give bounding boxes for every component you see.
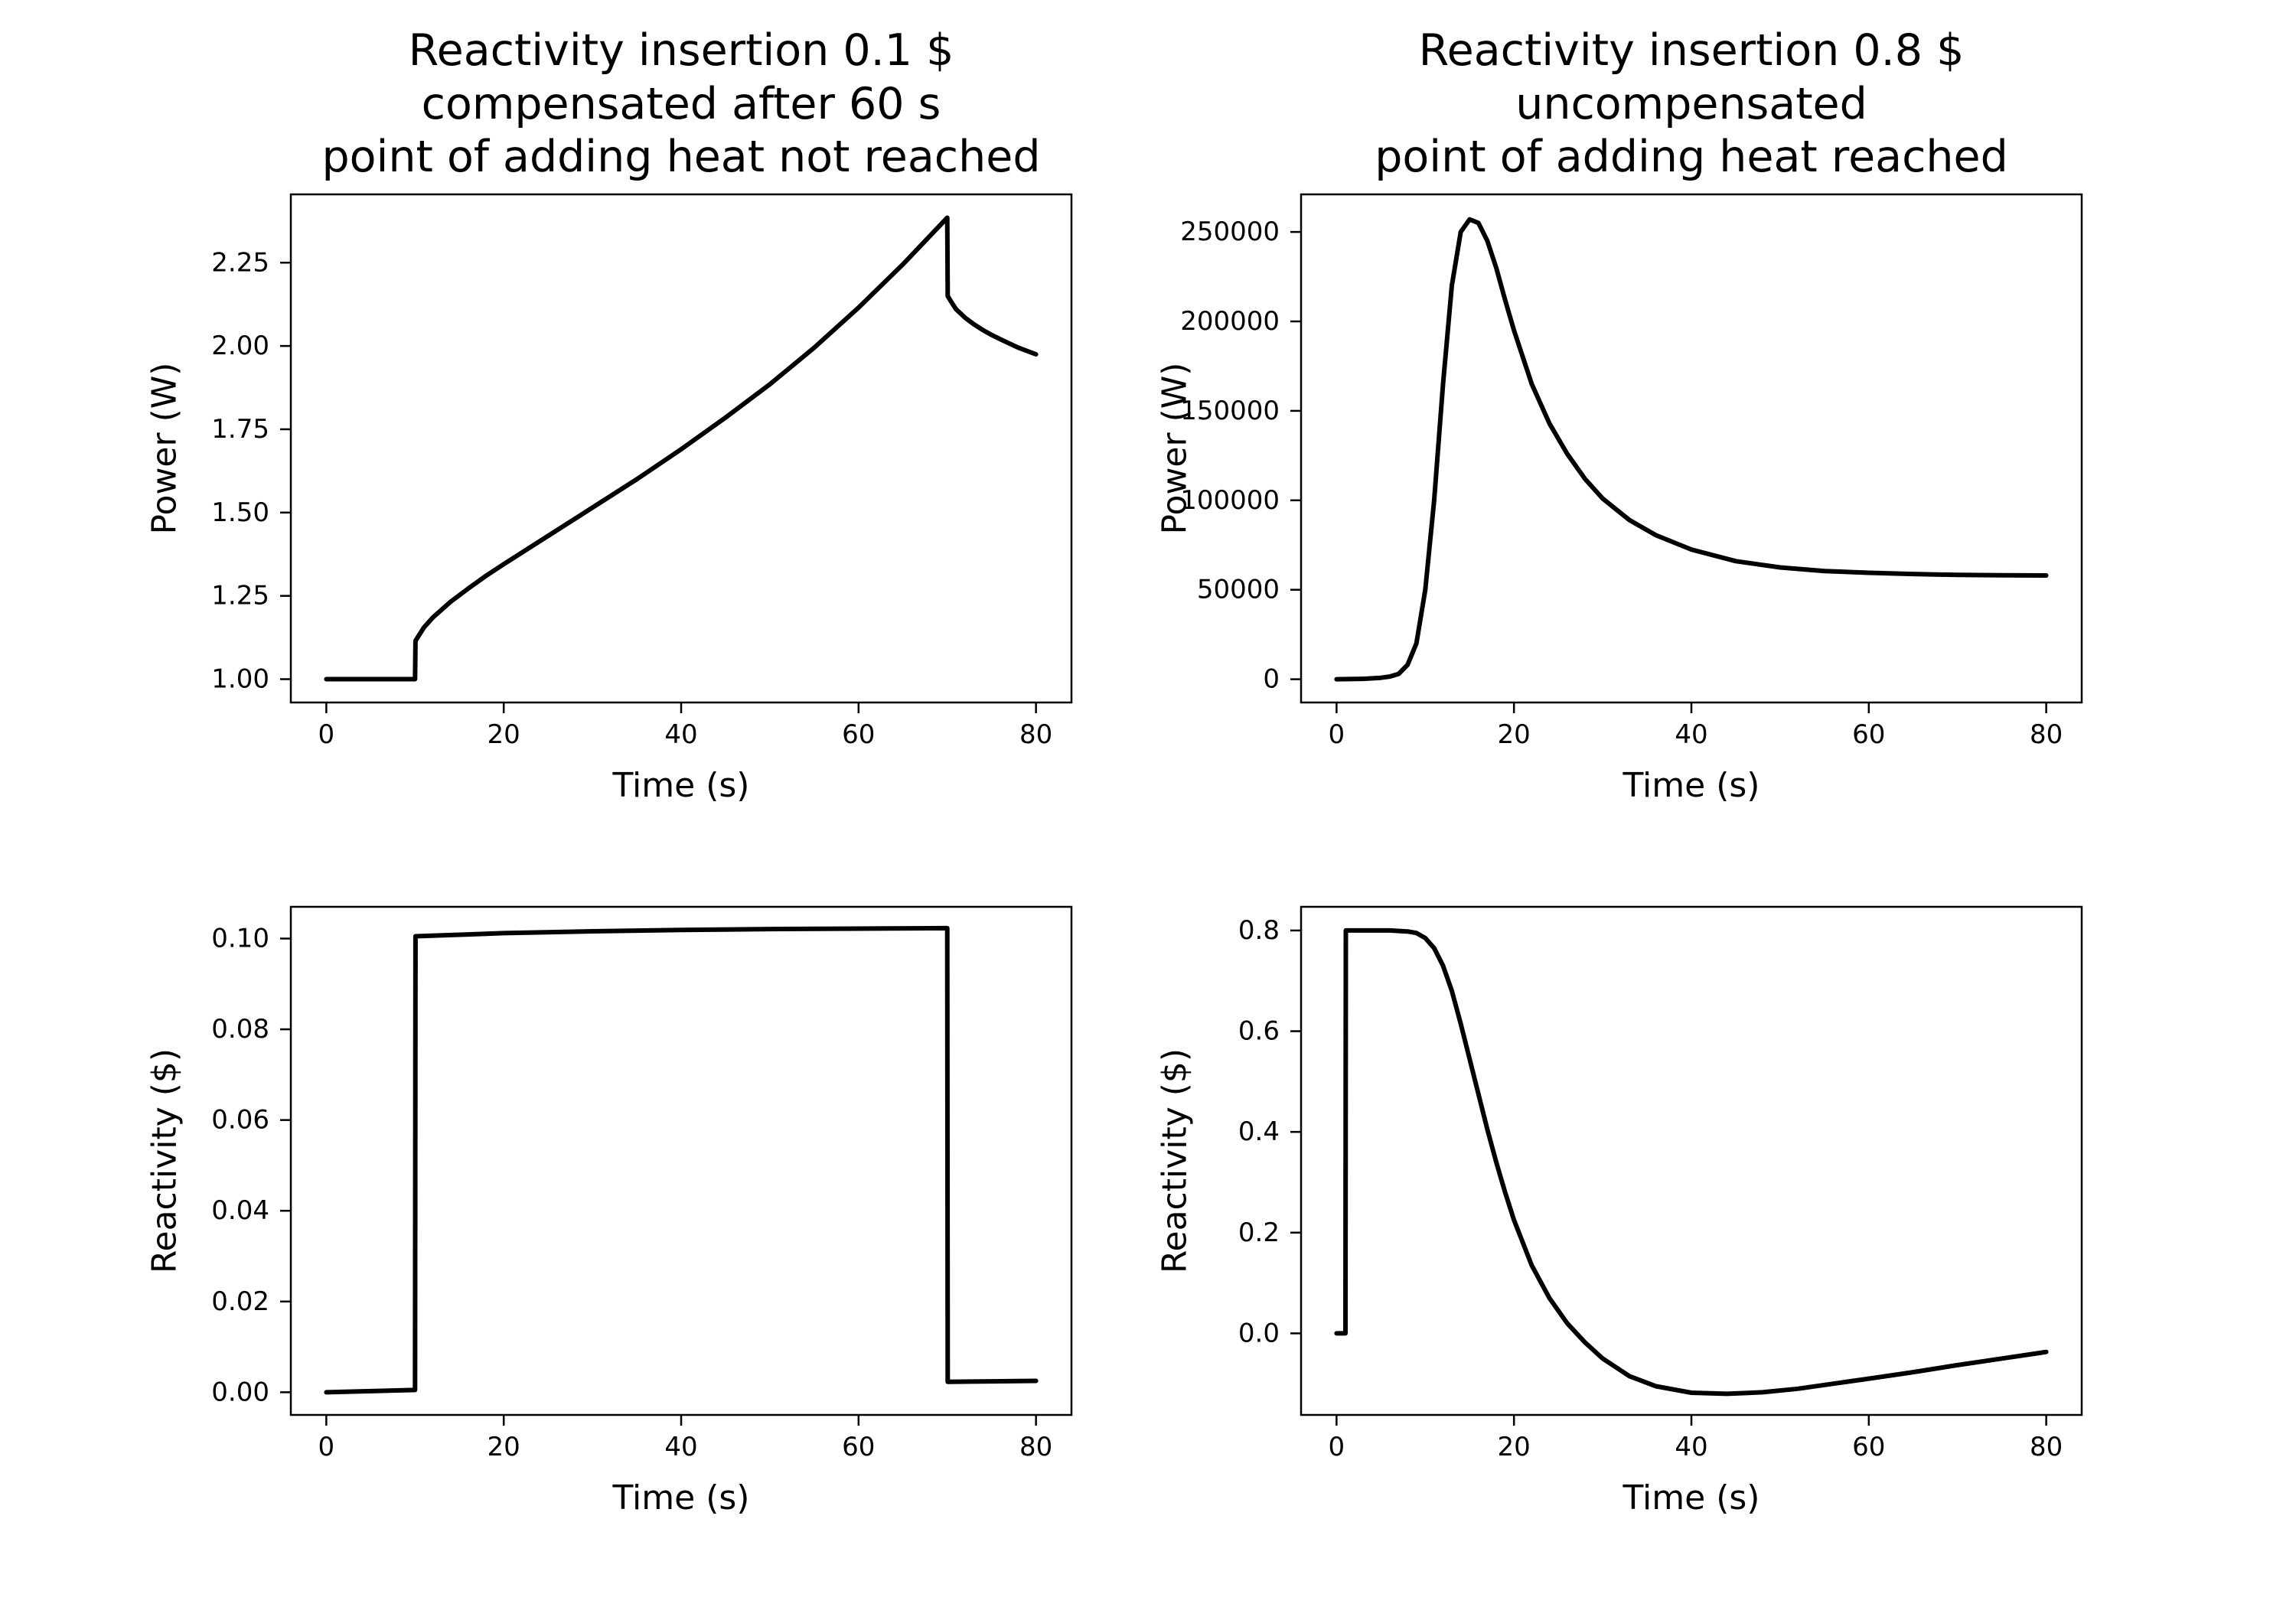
x-tick-label: 0 (318, 1432, 335, 1462)
title-line: Reactivity insertion 0.1 $ (409, 25, 954, 76)
y-axis-label: Reactivity ($) (1156, 1048, 1195, 1273)
x-tick-label: 80 (2030, 719, 2063, 750)
power-plot-0p8: Reactivity insertion 0.8 $ uncompensated… (1156, 25, 2083, 805)
y-axis-label: Reactivity ($) (145, 1048, 184, 1273)
y-tick-label: 1.00 (211, 664, 269, 695)
y-tick-label: 50000 (1197, 575, 1280, 605)
x-tick-label: 20 (488, 719, 520, 750)
y-tick-label: 0.4 (1238, 1116, 1280, 1147)
x-axis-label: Time (s) (612, 766, 750, 805)
y-tick-label: 0.04 (211, 1195, 269, 1226)
x-tick-label: 80 (2030, 1432, 2063, 1462)
series-line (1334, 217, 2049, 682)
reactivity-plot-0p8: 0 20 40 60 80 0.0 0.2 0.4 0.6 0.8 Time (s) Reacti… (1156, 905, 2083, 1517)
marks-layer: 0 20 40 60 80 1.00 1.25 1.50 1.75 2.00 2.25 (211, 215, 1052, 750)
y-axis-label: Power (W) (1156, 363, 1195, 535)
series-line (1334, 927, 2049, 1397)
x-tick-label: 20 (488, 1432, 520, 1462)
y-tick-label: 200000 (1180, 306, 1280, 337)
y-tick-label: 0.08 (211, 1014, 269, 1045)
x-axis-label: Time (s) (612, 1478, 750, 1517)
x-tick-label: 40 (664, 719, 697, 750)
x-tick-label: 0 (318, 719, 335, 750)
y-tick-label: 1.50 (211, 497, 269, 528)
x-tick-label: 60 (842, 1432, 875, 1462)
x-axis-label: Time (s) (1623, 1478, 1760, 1517)
plot-title: Reactivity insertion 0.1 $ compensated a… (321, 25, 1040, 182)
axes-frame (289, 193, 1073, 704)
axes-frame (289, 905, 1073, 1416)
marks-layer: 0 20 40 60 80 0.00 0.02 0.04 0.06 0.08 0.10 (211, 924, 1052, 1463)
y-tick-label: 150000 (1180, 396, 1280, 426)
y-tick-label: 0.8 (1238, 915, 1280, 946)
title-line: point of adding heat reached (1375, 132, 2008, 182)
series-line (324, 925, 1039, 1395)
y-tick-label: 250000 (1180, 217, 1280, 247)
x-tick-label: 20 (1498, 1432, 1531, 1462)
title-line: compensated after 60 s (422, 79, 941, 129)
x-tick-label: 80 (1019, 1432, 1052, 1462)
x-tick-label: 40 (1675, 1432, 1707, 1462)
marks-layer: 0 20 40 60 80 0.0 0.2 0.4 0.6 0.8 (1238, 915, 2063, 1462)
x-tick-label: 40 (664, 1432, 697, 1462)
y-tick-label: 0.00 (211, 1377, 269, 1407)
x-tick-label: 60 (1852, 719, 1885, 750)
title-line: Reactivity insertion 0.8 $ (1419, 25, 1965, 76)
axes-frame (1300, 905, 2083, 1416)
marks-layer: 0 20 40 60 80 0 50000 100000 150000 200000 250000 (1180, 217, 2063, 750)
y-tick-label: 0.02 (211, 1286, 269, 1317)
title-line: point of adding heat not reached (321, 132, 1040, 182)
reactivity-plot-0p1: 0 20 40 60 80 0.00 0.02 0.04 0.06 0.08 0.10 Time (… (145, 905, 1073, 1517)
y-tick-label: 2.00 (211, 331, 269, 361)
y-tick-label: 0.6 (1238, 1016, 1280, 1047)
y-tick-label: 0 (1263, 664, 1280, 695)
y-tick-label: 0.2 (1238, 1217, 1280, 1248)
y-tick-label: 0.0 (1238, 1318, 1280, 1348)
x-tick-label: 60 (842, 719, 875, 750)
y-tick-label: 0.06 (211, 1105, 269, 1136)
y-tick-label: 100000 (1180, 485, 1280, 516)
title-line: uncompensated (1515, 79, 1867, 129)
x-axis-label: Time (s) (1623, 766, 1760, 805)
y-tick-label: 1.75 (211, 414, 269, 445)
series-line (324, 215, 1039, 682)
y-tick-label: 2.25 (211, 247, 269, 278)
x-tick-label: 20 (1498, 719, 1531, 750)
y-tick-label: 0.10 (211, 924, 269, 954)
y-tick-label: 1.25 (211, 581, 269, 611)
axes-frame (1300, 193, 2083, 704)
x-tick-label: 0 (1329, 719, 1345, 750)
power-plot-0p1: Reactivity insertion 0.1 $ compensated a… (145, 25, 1073, 805)
y-axis-label: Power (W) (145, 363, 184, 535)
x-tick-label: 40 (1675, 719, 1707, 750)
x-tick-label: 0 (1329, 1432, 1345, 1462)
x-tick-label: 60 (1852, 1432, 1885, 1462)
x-tick-label: 80 (1019, 719, 1052, 750)
plot-title: Reactivity insertion 0.8 $ uncompensated… (1375, 25, 2008, 182)
